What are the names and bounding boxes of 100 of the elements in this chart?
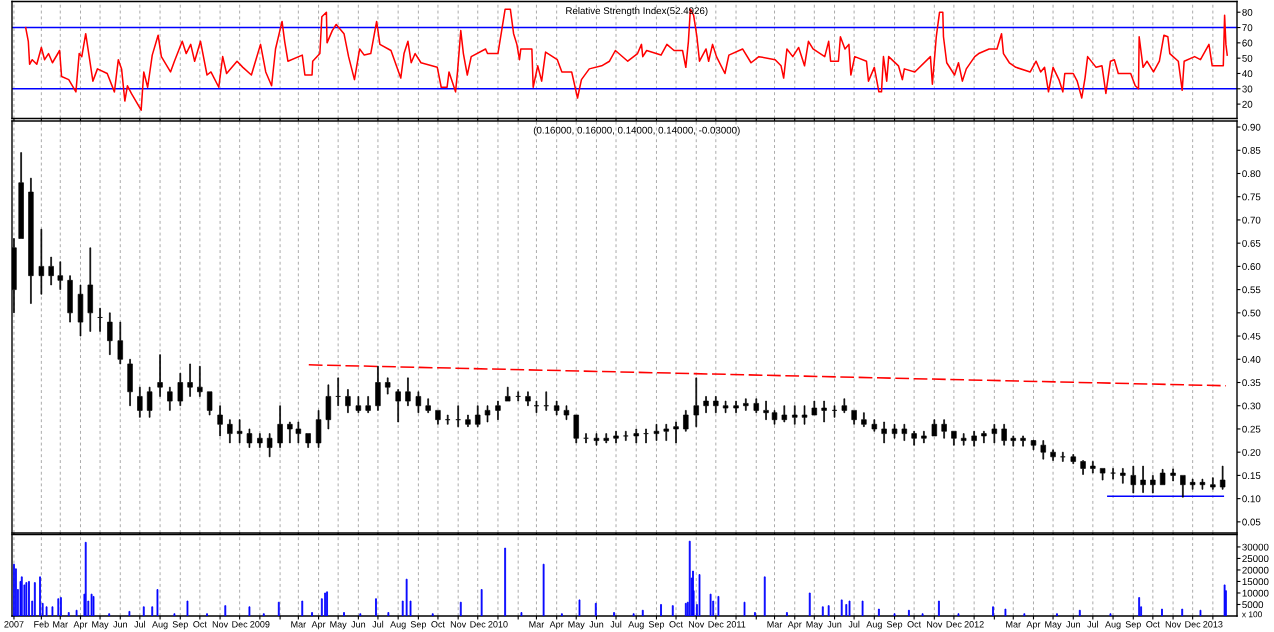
- x-tick-label: Mar: [767, 621, 783, 628]
- candlestick: [991, 423, 998, 444]
- candlestick: [335, 377, 341, 407]
- y-tick-label: 0.65: [1242, 239, 1261, 247]
- y-tick-label: 0.25: [1242, 425, 1261, 433]
- candlestick: [395, 389, 401, 423]
- y-tick-label: 0.15: [1242, 472, 1261, 480]
- candlestick: [287, 421, 293, 444]
- candlestick: [445, 414, 451, 425]
- candlestick: [533, 400, 540, 414]
- x-tick-label: Aug: [866, 621, 882, 630]
- candlestick: [197, 365, 203, 397]
- candlestick: [455, 405, 461, 427]
- candlestick: [107, 312, 113, 355]
- x-tick-label: Dec: [946, 621, 962, 628]
- candlestick: [931, 419, 938, 437]
- y-tick-label: 0.90: [1242, 123, 1261, 131]
- candlestick: [365, 396, 371, 414]
- text: (0.16000, 0.16000, 0.14000, 0.14000, -0.03000): [533, 126, 740, 136]
- y-tick-label: 70: [1242, 24, 1253, 32]
- candlestick: [206, 391, 213, 416]
- candlestick: [18, 152, 24, 239]
- candlestick: [495, 400, 501, 421]
- candlestick: [1210, 477, 1216, 490]
- candlestick: [1140, 465, 1146, 493]
- x-tick-label: 2007: [4, 621, 24, 628]
- candlestick: [543, 391, 549, 411]
- candlestick: [266, 433, 273, 458]
- candlestick: [157, 354, 163, 397]
- candlestick: [385, 377, 391, 395]
- candlestick: [465, 414, 471, 427]
- candlestick: [257, 433, 263, 448]
- candlestick: [1159, 469, 1166, 486]
- candlestick: [1189, 478, 1196, 490]
- candlestick: [277, 405, 283, 448]
- candlestick: [861, 412, 867, 427]
- candlestick: [1199, 478, 1206, 490]
- candlestick: [87, 247, 93, 332]
- candlestick: [246, 428, 253, 448]
- y-tick-label: 0.05: [1242, 518, 1261, 526]
- x-tick-label: Nov: [688, 621, 705, 628]
- y-tick-label: 0.35: [1242, 379, 1261, 387]
- x-tick-label: Aug: [628, 621, 644, 630]
- candlestick: [663, 423, 669, 441]
- x-tick-label: Sep: [886, 621, 903, 630]
- x-tick-label: Dec: [1185, 621, 1201, 628]
- candlestick: [563, 405, 570, 421]
- candlestick: [1070, 454, 1076, 465]
- candlestick: [771, 410, 778, 425]
- candlestick: [653, 423, 660, 441]
- y-tick-label: 50: [1242, 54, 1253, 62]
- candlestick: [781, 405, 788, 423]
- candlestick: [77, 284, 84, 337]
- y-tick-label: 0.85: [1242, 147, 1261, 154]
- y-tick-label: 0.30: [1242, 402, 1261, 410]
- x-tick-label: Jun: [351, 621, 366, 628]
- y-tick-label: 5000: [1242, 601, 1264, 609]
- candlestick: [305, 433, 311, 448]
- candlestick: [97, 307, 103, 332]
- candlestick: [1020, 435, 1026, 447]
- candlestick: [841, 398, 848, 414]
- candlestick: [315, 410, 322, 448]
- x-tick-label: Apr: [1026, 621, 1041, 630]
- candlestick: [167, 386, 173, 411]
- candlestick: [811, 400, 818, 416]
- y-tick-label: 0.55: [1242, 286, 1261, 294]
- candlestick: [1219, 465, 1226, 490]
- candlestick: [1180, 475, 1186, 498]
- y-tick-label: 30000: [1242, 543, 1269, 551]
- x-tick-label: Aug: [152, 621, 168, 630]
- candlestick: [801, 405, 808, 425]
- x-tick-label: Oct: [193, 621, 207, 628]
- y-tick-label: 0.60: [1242, 263, 1261, 270]
- y-axis-title: x 100: [1241, 611, 1262, 618]
- x-tick-label: Jun: [589, 621, 604, 628]
- candlestick: [743, 398, 749, 411]
- y-tick-label: 0.75: [1242, 193, 1261, 201]
- candlestick: [1090, 461, 1096, 474]
- candlestick: [623, 430, 629, 441]
- candlestick: [236, 419, 243, 444]
- x-tick-label: Jul: [372, 620, 384, 628]
- candlestick: [1080, 460, 1086, 475]
- candlestick: [38, 228, 45, 295]
- x-tick-label: 2010: [488, 621, 508, 628]
- candlestick: [921, 430, 927, 444]
- x-tick-label: Feb: [34, 620, 49, 628]
- candlestick: [941, 419, 947, 439]
- candlestick: [375, 365, 381, 411]
- x-tick-label: Mar: [1006, 621, 1021, 628]
- x-tick-label: Sep: [172, 621, 188, 630]
- line-series: [24, 8, 1228, 111]
- x-tick-label: Dec: [232, 621, 248, 628]
- candlestick: [683, 410, 689, 432]
- candlestick: [971, 430, 977, 447]
- candlestick: [871, 419, 878, 432]
- candlestick: [48, 256, 54, 286]
- x-tick-label: Jun: [1066, 621, 1080, 628]
- x-tick-label: Nov: [1165, 621, 1182, 628]
- candlestick: [1030, 439, 1037, 451]
- candlestick: [703, 396, 709, 414]
